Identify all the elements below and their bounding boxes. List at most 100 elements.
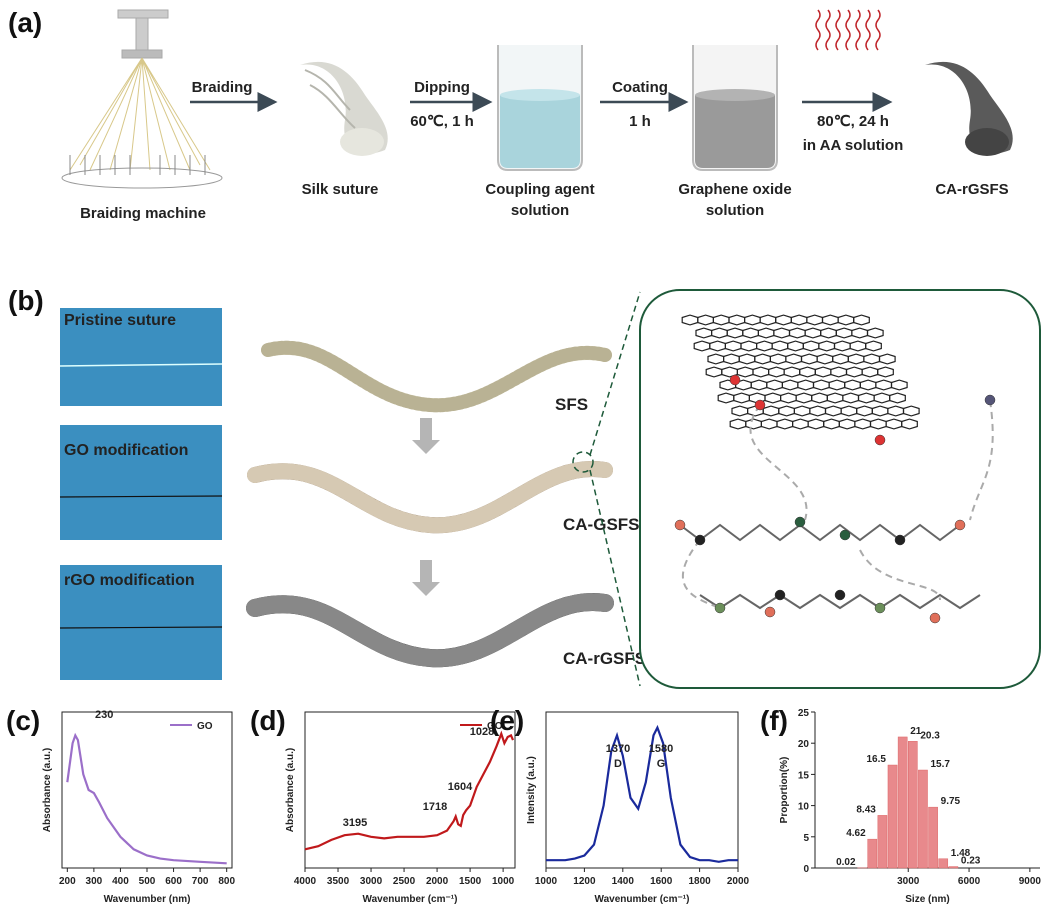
atom <box>835 590 845 600</box>
item-label: solution <box>706 202 764 219</box>
beaker-coupling-agent <box>498 45 582 170</box>
x-tick-label: 700 <box>192 876 209 887</box>
bar <box>908 741 917 868</box>
panel-label: (f) <box>760 705 788 736</box>
line-series <box>67 735 226 863</box>
step-label: Dipping <box>414 79 470 96</box>
atom <box>840 530 850 540</box>
y-axis-label: Intensity (a.u.) <box>526 756 537 824</box>
x-tick-label: 800 <box>218 876 235 887</box>
y-tick-label: 15 <box>798 770 810 781</box>
x-tick-label: 1500 <box>459 876 482 887</box>
atom <box>675 520 685 530</box>
suture-waves <box>255 348 605 658</box>
bar <box>929 807 938 868</box>
annotation: G <box>657 758 666 770</box>
atom <box>715 603 725 613</box>
item-label: Silk suture <box>302 181 379 198</box>
photos <box>60 308 222 680</box>
x-axis-label: Wavenumber (cm⁻¹) <box>363 894 458 905</box>
line-series <box>546 728 738 862</box>
panel-label: (a) <box>8 7 42 38</box>
item-label: Graphene oxide <box>678 181 791 198</box>
atom <box>775 590 785 600</box>
atom <box>730 375 740 385</box>
bar <box>898 737 907 868</box>
plot-frame <box>546 712 738 868</box>
atom <box>755 400 765 410</box>
bar <box>888 765 897 868</box>
atom <box>955 520 965 530</box>
step-label: in AA solution <box>803 137 904 154</box>
value-label: 20.3 <box>920 730 940 741</box>
panel-label: (c) <box>6 705 40 736</box>
charts: (c)200300400500600700800Wavenumber (nm)A… <box>6 705 1041 905</box>
value-label: 9.75 <box>941 796 961 807</box>
x-tick-label: 3000 <box>897 876 920 887</box>
ca-rgsfs-illustration <box>925 62 1013 156</box>
bar <box>918 770 927 868</box>
x-tick-label: 1800 <box>688 876 711 887</box>
panel-label: (d) <box>250 705 286 736</box>
annotation: 1718 <box>423 801 447 813</box>
value-label: 0.02 <box>836 857 856 868</box>
y-axis-label: Absorbance (a.u.) <box>42 748 53 832</box>
x-tick-label: 1000 <box>492 876 515 887</box>
y-axis-label: Proportion(%) <box>779 757 790 824</box>
bar <box>868 839 877 868</box>
panel-label: (e) <box>490 705 524 736</box>
step-label: 1 h <box>629 113 651 130</box>
y-tick-label: 20 <box>798 739 810 750</box>
x-axis-label: Wavenumber (nm) <box>104 894 191 905</box>
atom <box>875 435 885 445</box>
photo-label: Pristine suture <box>64 312 176 329</box>
value-label: 0.23 <box>961 856 981 867</box>
bar <box>939 859 948 868</box>
x-tick-label: 1200 <box>573 876 596 887</box>
value-label: 15.7 <box>931 759 951 770</box>
x-tick-label: 3000 <box>360 876 383 887</box>
atom <box>765 607 775 617</box>
x-tick-label: 300 <box>86 876 103 887</box>
step-label: 80℃, 24 h <box>817 113 889 130</box>
atom <box>895 535 905 545</box>
atom <box>695 535 705 545</box>
x-tick-label: 1400 <box>612 876 635 887</box>
x-tick-label: 2000 <box>727 876 750 887</box>
x-tick-label: 400 <box>112 876 129 887</box>
bar <box>878 815 887 868</box>
x-tick-label: 6000 <box>958 876 981 887</box>
x-tick-label: 600 <box>165 876 182 887</box>
photo-label: rGO modification <box>64 572 195 589</box>
panel-label: (b) <box>8 285 44 316</box>
value-label: 4.62 <box>846 828 866 839</box>
x-tick-label: 3500 <box>327 876 350 887</box>
photo-label: GO modification <box>64 442 188 459</box>
y-tick-label: 0 <box>803 864 809 875</box>
suture-label: SFS <box>555 395 588 414</box>
value-label: 8.43 <box>856 804 876 815</box>
annotation: 1604 <box>448 781 473 793</box>
annotation: D <box>614 758 622 770</box>
y-tick-label: 10 <box>798 802 810 813</box>
x-tick-label: 500 <box>139 876 156 887</box>
step-label: Coating <box>612 79 668 96</box>
annotation: 3195 <box>343 817 367 829</box>
x-tick-label: 2500 <box>393 876 416 887</box>
x-axis-label: Size (nm) <box>905 894 949 905</box>
annotation: 1370 <box>606 743 630 755</box>
figure: (a) Braidin <box>0 0 1044 915</box>
annotation: 230 <box>95 709 113 721</box>
legend-label: GO <box>197 721 213 732</box>
x-tick-label: 4000 <box>294 876 317 887</box>
item-label: Braiding machine <box>80 205 206 222</box>
x-tick-label: 1600 <box>650 876 673 887</box>
atom <box>795 517 805 527</box>
down-arrows <box>412 418 440 596</box>
x-tick-label: 1000 <box>535 876 558 887</box>
atom <box>930 613 940 623</box>
y-axis-label: Absorbance (a.u.) <box>285 748 296 832</box>
y-tick-label: 25 <box>798 708 810 719</box>
item-label: Coupling agent <box>485 181 594 198</box>
silk-suture-illustration <box>300 62 388 156</box>
